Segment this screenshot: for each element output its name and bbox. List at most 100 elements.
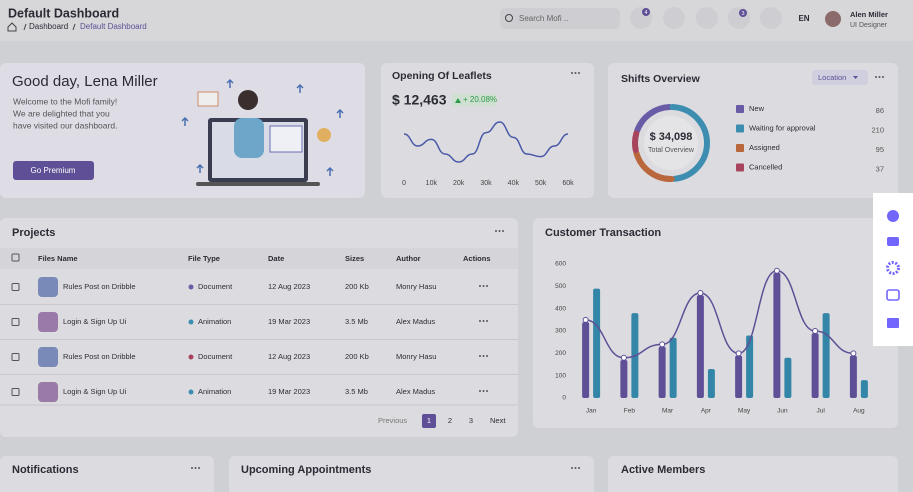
x-tick-label: Jun (777, 408, 788, 415)
pager-previous[interactable]: Previous (378, 416, 407, 425)
checkbox[interactable] (11, 253, 20, 262)
premium-button[interactable] (13, 161, 94, 180)
more-icon[interactable] (495, 230, 497, 232)
bar (669, 337, 677, 398)
welcome-text: Welcome to the Mofi family! (13, 96, 117, 106)
pager-page[interactable]: 3 (469, 416, 473, 425)
trend-point (659, 341, 666, 348)
pager-page[interactable]: 2 (448, 416, 452, 425)
more-icon[interactable] (482, 320, 485, 322)
file-type: Document (198, 352, 233, 361)
more-icon[interactable] (194, 467, 197, 469)
more-icon[interactable] (479, 390, 481, 392)
file-icon (38, 382, 58, 402)
search-icon (505, 14, 513, 22)
trend-point (812, 328, 819, 334)
column-header: Actions (463, 254, 491, 263)
more-icon[interactable] (482, 355, 485, 357)
more-icon[interactable] (482, 285, 485, 287)
pager-next[interactable]: Next (490, 416, 506, 425)
gear-icon (886, 261, 900, 275)
bar (593, 288, 601, 398)
more-icon[interactable] (571, 72, 573, 74)
more-icon[interactable] (482, 390, 485, 392)
x-tick-label: 0 (402, 180, 406, 187)
bar (822, 313, 830, 398)
donut-segment (634, 104, 673, 134)
legend-value: 86 (876, 106, 884, 115)
members-card (608, 456, 898, 492)
breadcrumb-link[interactable]: Dashboard (29, 22, 68, 31)
more-icon[interactable] (578, 467, 580, 469)
x-tick-label: Jan (586, 408, 597, 415)
side-panel-button[interactable] (886, 261, 900, 275)
more-icon[interactable] (486, 390, 488, 392)
header-icon-button[interactable] (696, 7, 718, 29)
checkbox[interactable] (11, 283, 20, 291)
more-icon[interactable] (191, 467, 193, 469)
header-icon-button[interactable] (760, 7, 782, 29)
header-icon-button[interactable] (663, 7, 685, 29)
column-header: Author (396, 254, 421, 263)
table-cell: Monry Hasu (396, 352, 436, 361)
donut-segment (633, 149, 675, 182)
dropdown-label: Location (818, 73, 846, 82)
more-icon[interactable] (479, 285, 481, 287)
bar (658, 346, 666, 398)
card-title: Projects (12, 227, 55, 239)
more-icon[interactable] (486, 355, 488, 357)
page-title: Default Dashboard (8, 6, 119, 20)
checkbox[interactable] (11, 388, 20, 396)
table-cell: 12 Aug 2023 (268, 352, 310, 361)
side-panel-button[interactable] (887, 237, 899, 246)
more-icon[interactable] (574, 467, 577, 469)
illustration-head (238, 90, 258, 110)
more-icon[interactable] (479, 320, 481, 322)
briefcase-icon (887, 237, 899, 246)
donut-total-label: Total Overview (648, 147, 695, 154)
badge-count: 4 (644, 10, 647, 16)
more-icon[interactable] (571, 467, 573, 469)
column-header: Files Name (38, 254, 78, 263)
more-icon[interactable] (498, 230, 501, 232)
home-icon (7, 22, 17, 32)
side-panel-button[interactable] (887, 318, 899, 328)
checkbox[interactable] (11, 318, 20, 326)
file-icon (38, 312, 58, 332)
legend-label: Cancelled (749, 162, 782, 171)
table-header (0, 248, 518, 269)
language[interactable]: EN (798, 14, 809, 23)
pager-page[interactable]: 1 (427, 416, 431, 425)
side-panel-button[interactable] (887, 210, 899, 222)
y-tick-label: 600 (555, 261, 566, 268)
more-icon[interactable] (486, 285, 488, 287)
legend-label: New (749, 104, 765, 113)
side-panel-button[interactable] (886, 289, 900, 301)
more-icon[interactable] (878, 76, 881, 78)
illustration-arrow (296, 83, 304, 93)
more-icon[interactable] (875, 76, 877, 78)
x-tick-label: Apr (701, 408, 712, 415)
search-box[interactable] (500, 8, 620, 29)
checkbox[interactable] (11, 353, 20, 361)
header-icon-button[interactable] (728, 7, 750, 29)
leaflets-line (403, 121, 569, 163)
avatar (825, 11, 841, 27)
file-name: Rules Post on Dribble (63, 282, 136, 291)
more-icon[interactable] (502, 230, 504, 232)
more-icon[interactable] (486, 320, 488, 322)
more-icon[interactable] (198, 467, 200, 469)
table-cell: Monry Hasu (396, 282, 436, 291)
greeting: Good day, Lena Miller (12, 73, 158, 90)
illustration-arrow (181, 116, 189, 126)
change-pill (452, 94, 496, 106)
y-tick-label: 0 (562, 395, 566, 402)
location-dropdown[interactable] (812, 70, 868, 85)
more-icon[interactable] (578, 72, 580, 74)
legend-label: Assigned (749, 143, 780, 152)
table-cell: Alex Madus (396, 317, 435, 326)
more-icon[interactable] (882, 76, 884, 78)
donut-segment (632, 130, 640, 153)
more-icon[interactable] (574, 72, 577, 74)
more-icon[interactable] (479, 355, 481, 357)
